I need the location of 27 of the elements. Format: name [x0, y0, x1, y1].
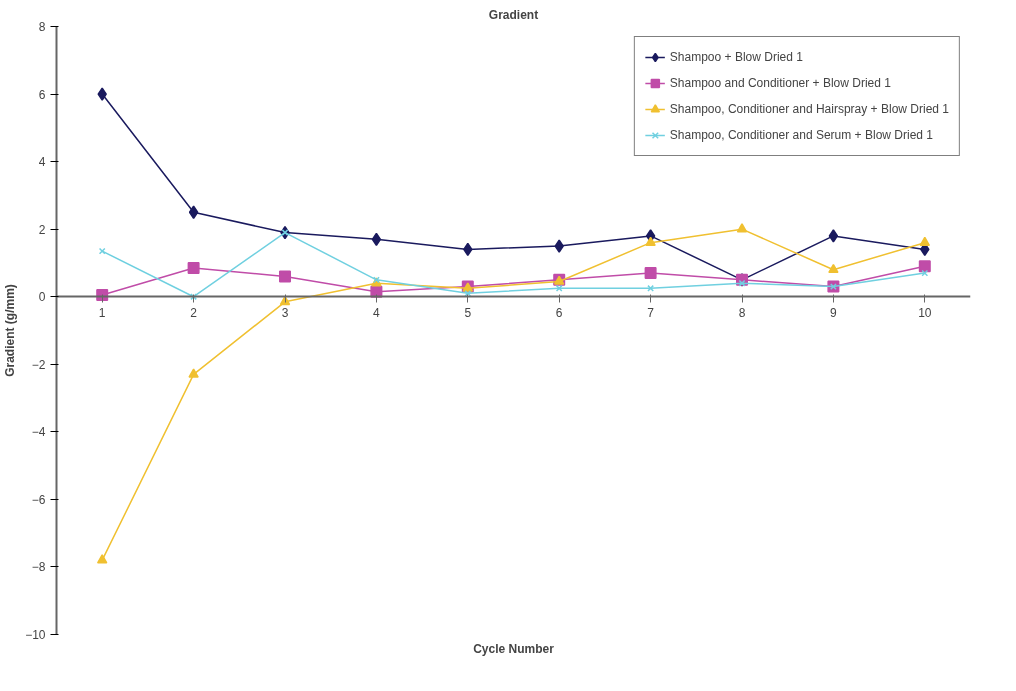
x-tick-label: 3: [281, 305, 289, 320]
y-tick-label: 8: [38, 20, 46, 34]
x-tick-label: 10: [918, 305, 932, 320]
x-tick-label: 6: [555, 305, 563, 320]
y-tick-label: −10: [25, 628, 46, 642]
x-tick-label: 4: [373, 305, 381, 320]
legend-label: Shampoo + Blow Dried 1: [669, 50, 803, 64]
x-tick-label: 2: [190, 305, 198, 320]
y-tick-label: −2: [31, 357, 46, 372]
y-tick-label: −6: [31, 492, 46, 507]
x-tick-label: 7: [647, 305, 655, 320]
y-tick-label: −8: [31, 560, 46, 575]
legend-label: Shampoo and Conditioner + Blow Dried 1: [669, 76, 891, 90]
x-axis-title: Cycle Number: [473, 641, 555, 656]
y-tick-label: 6: [38, 87, 46, 102]
y-tick-label: 2: [38, 222, 46, 237]
x-tick-label: 1: [98, 305, 106, 320]
x-tick-label: 8: [738, 305, 746, 320]
chart-title: Gradient: [488, 7, 539, 22]
y-tick-label: 4: [38, 155, 46, 170]
y-axis-title: Gradient (g/mm): [3, 284, 18, 377]
x-tick-label: 9: [830, 305, 838, 320]
y-tick-label: −4: [31, 425, 46, 440]
x-tick-label: 5: [464, 305, 472, 320]
legend-label: Shampoo, Conditioner and Hairspray + Blow Dried 1: [669, 102, 949, 116]
legend-label: Shampoo, Conditioner and Serum + Blow Dried 1: [669, 128, 933, 142]
y-tick-label: 0: [38, 290, 46, 305]
